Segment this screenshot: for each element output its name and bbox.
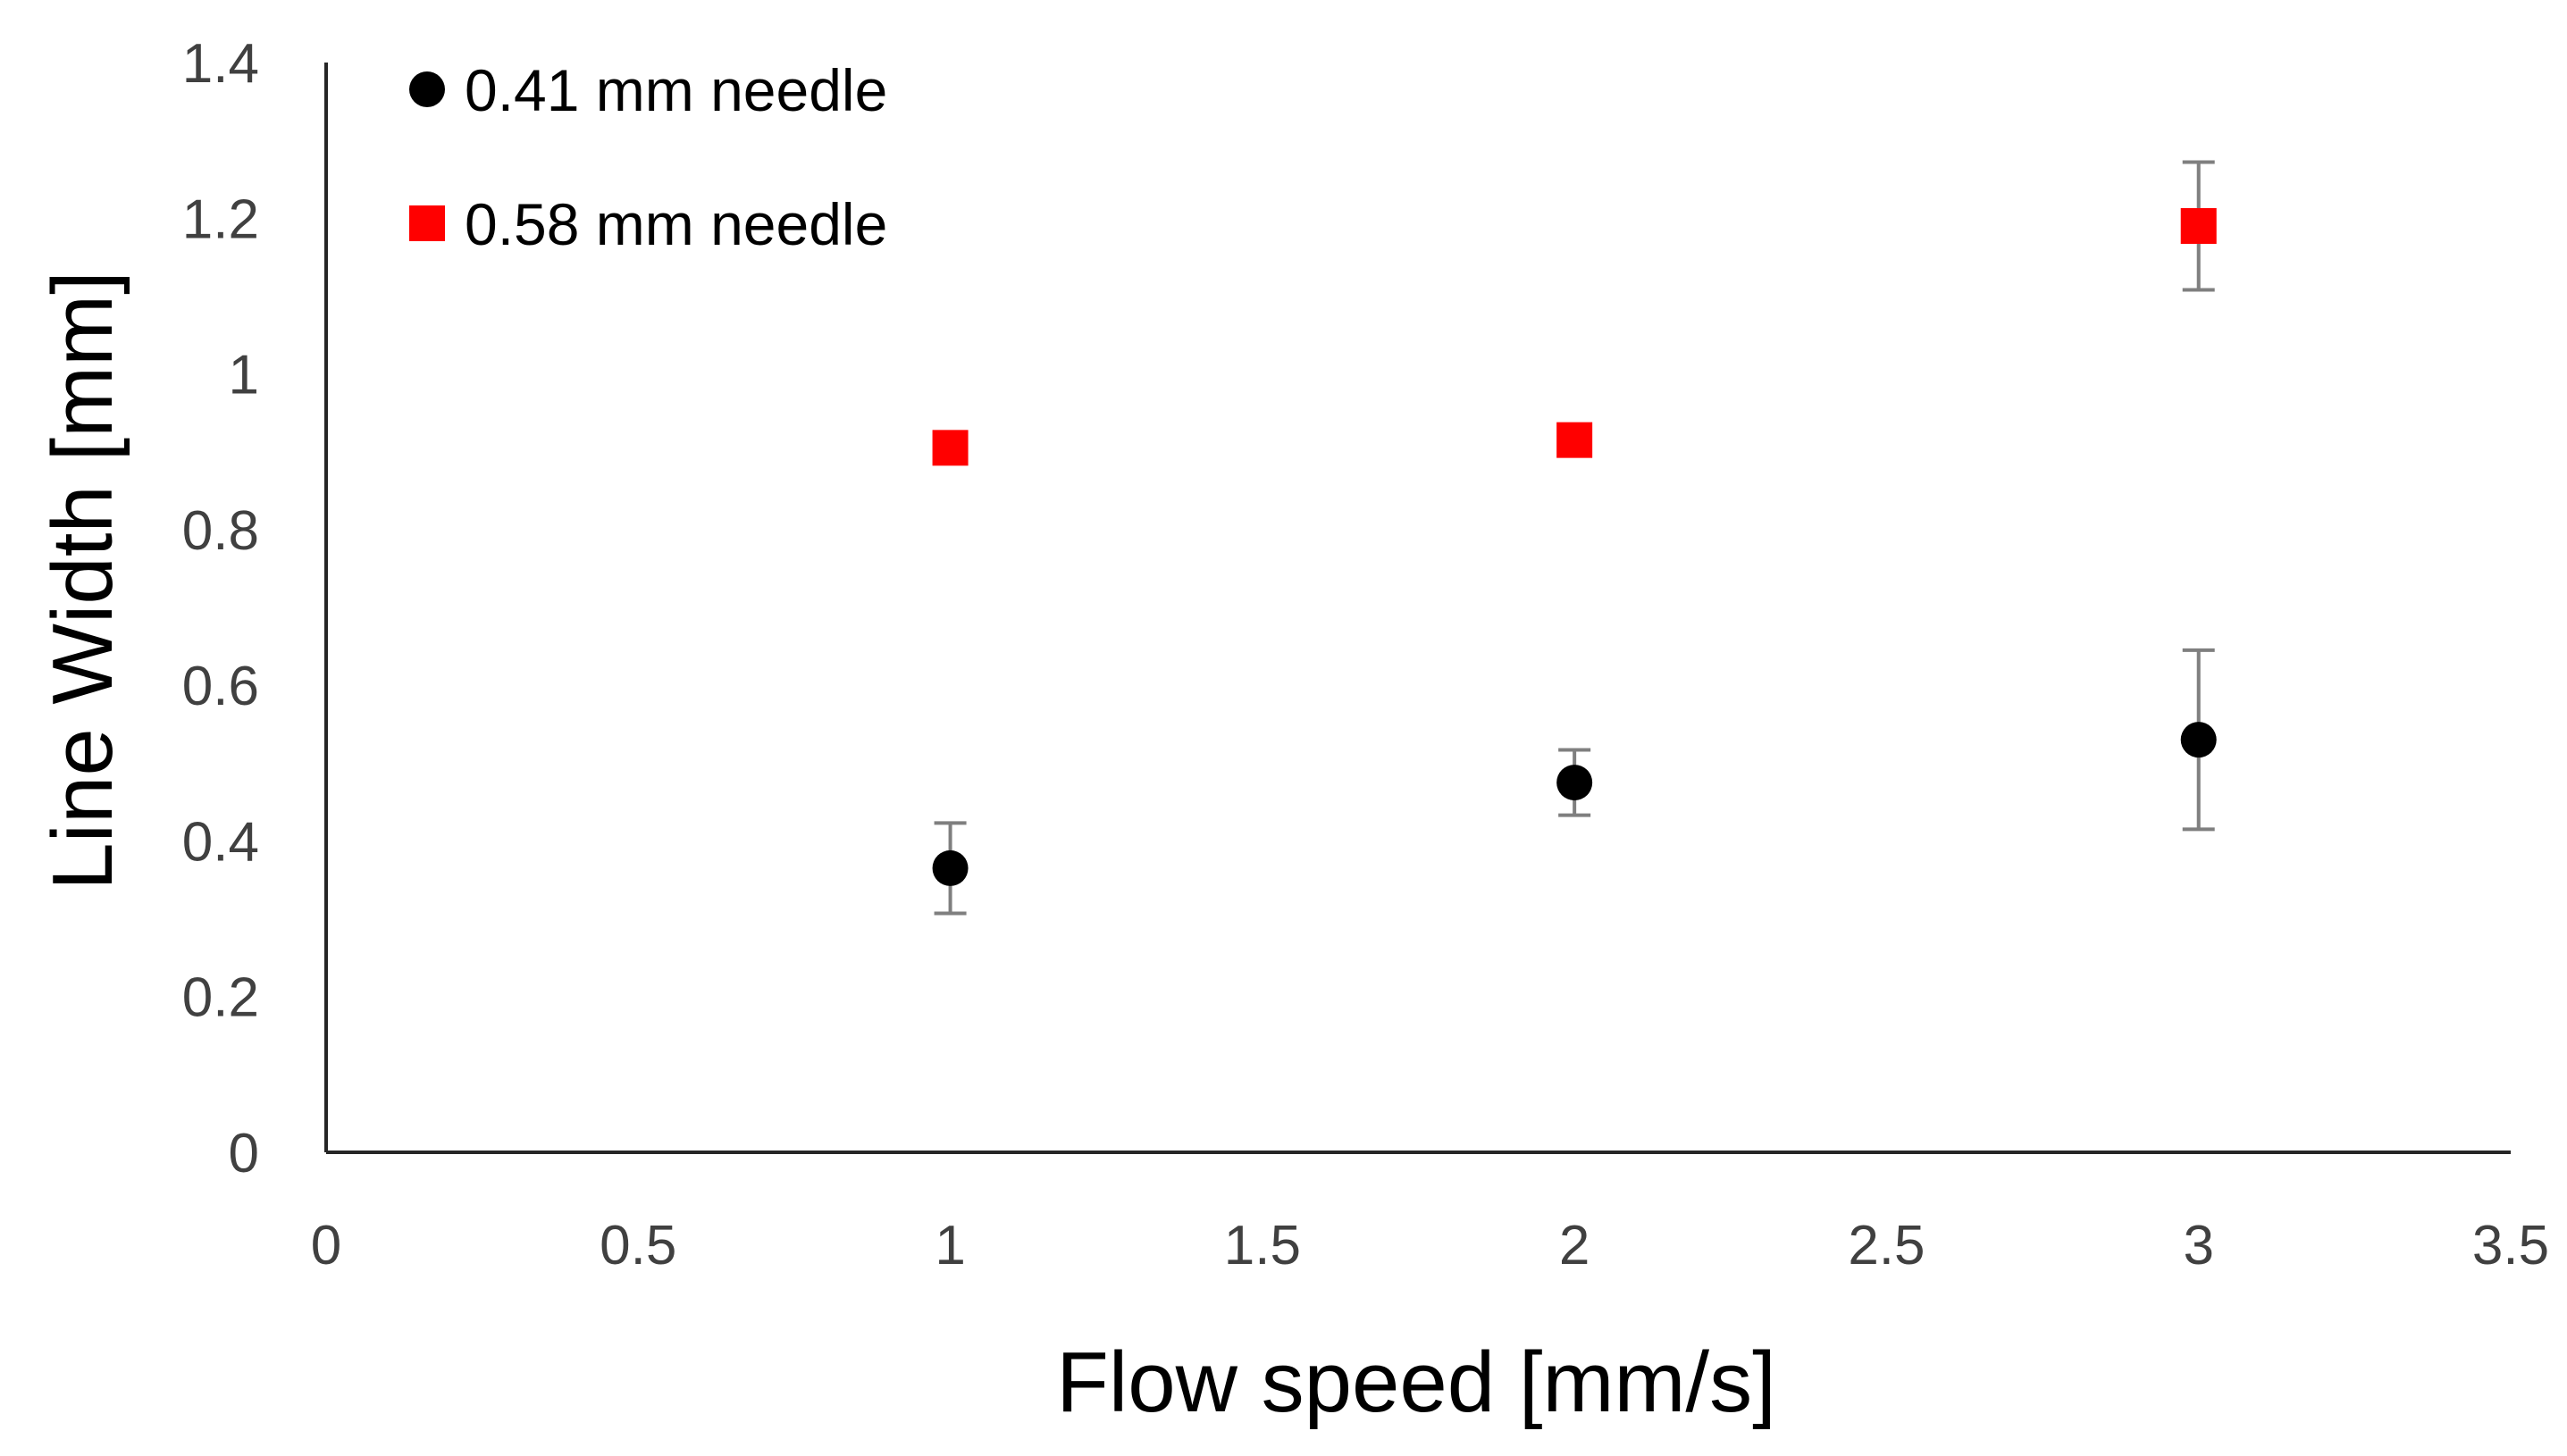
legend: 0.41 mm needle 0.58 mm needle xyxy=(409,57,887,257)
data-point-square xyxy=(932,430,969,466)
x-tick-label: 1 xyxy=(935,1215,965,1276)
y-tick-label: 0.2 xyxy=(182,967,259,1029)
y-tick-label: 1.2 xyxy=(182,188,259,250)
x-tick-label: 0.5 xyxy=(600,1215,676,1276)
data-point-circle xyxy=(932,849,969,886)
data-point-square xyxy=(1556,422,1593,458)
y-tick-label: 0.8 xyxy=(182,500,259,562)
x-tick-label: 3.5 xyxy=(2472,1215,2549,1276)
x-tick-labels: 0 0.5 1 1.5 2 2.5 3 3.5 xyxy=(311,1215,2549,1276)
y-tick-label: 0.4 xyxy=(182,811,259,873)
x-tick-label: 0 xyxy=(311,1215,341,1276)
error-bars xyxy=(934,160,2215,916)
x-tick-label: 2 xyxy=(1559,1215,1590,1276)
legend-marker-square xyxy=(409,205,445,241)
y-tick-label: 0.6 xyxy=(182,656,259,717)
data-point-circle xyxy=(1556,765,1593,801)
y-axis-title: Line Width [mm] xyxy=(35,271,130,891)
x-axis-title: Flow speed [mm/s] xyxy=(1056,1335,1776,1430)
legend-label: 0.58 mm needle xyxy=(465,191,887,257)
data-point-circle xyxy=(2180,722,2217,758)
x-tick-label: 1.5 xyxy=(1224,1215,1301,1276)
legend-marker-circle xyxy=(409,71,445,107)
x-tick-label: 3 xyxy=(2183,1215,2213,1276)
y-tick-label: 1 xyxy=(229,345,259,406)
data-points xyxy=(932,208,2217,886)
legend-label: 0.41 mm needle xyxy=(465,57,887,123)
y-tick-label: 1.4 xyxy=(182,33,259,95)
y-tick-labels: 0 0.2 0.4 0.6 0.8 1 1.2 1.4 xyxy=(182,33,259,1184)
axes xyxy=(324,63,2511,1154)
x-tick-label: 2.5 xyxy=(1848,1215,1925,1276)
y-tick-label: 0 xyxy=(229,1123,259,1184)
data-point-square xyxy=(2180,208,2217,244)
